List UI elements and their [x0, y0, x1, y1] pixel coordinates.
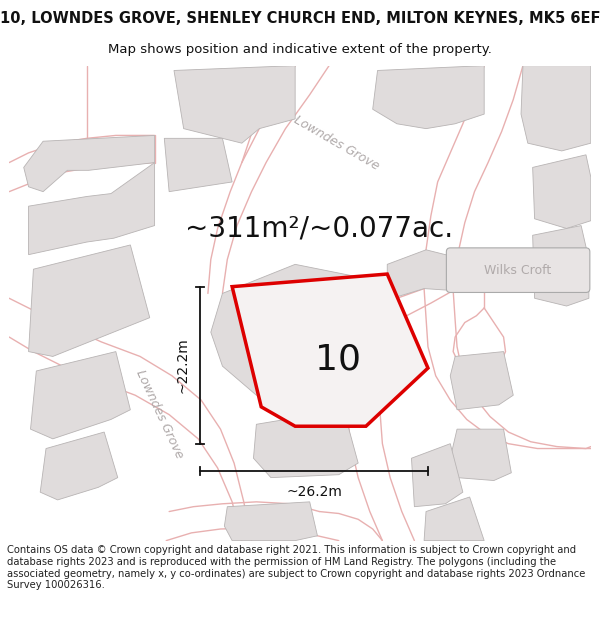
Polygon shape	[450, 352, 513, 410]
Text: ~311m²/~0.077ac.: ~311m²/~0.077ac.	[185, 214, 454, 243]
Text: 10: 10	[315, 343, 361, 377]
Polygon shape	[224, 502, 317, 541]
Polygon shape	[174, 66, 295, 143]
FancyBboxPatch shape	[446, 248, 590, 292]
Text: Lowndes Grove: Lowndes Grove	[292, 114, 382, 173]
Text: ~26.2m: ~26.2m	[286, 485, 342, 499]
Polygon shape	[521, 66, 591, 151]
Polygon shape	[29, 245, 150, 356]
Text: Map shows position and indicative extent of the property.: Map shows position and indicative extent…	[108, 42, 492, 56]
Polygon shape	[211, 264, 387, 410]
Polygon shape	[164, 138, 232, 192]
Polygon shape	[412, 444, 463, 507]
Polygon shape	[40, 432, 118, 500]
Polygon shape	[29, 162, 155, 254]
Polygon shape	[533, 155, 591, 229]
Polygon shape	[31, 352, 130, 439]
Text: Wilks Croft: Wilks Croft	[484, 264, 552, 277]
Polygon shape	[387, 250, 457, 298]
Text: Contains OS data © Crown copyright and database right 2021. This information is : Contains OS data © Crown copyright and d…	[7, 545, 586, 590]
Polygon shape	[253, 410, 358, 478]
Polygon shape	[373, 66, 484, 129]
Polygon shape	[424, 497, 484, 541]
Polygon shape	[232, 274, 428, 426]
Text: Lowndes Grove: Lowndes Grove	[133, 368, 185, 461]
Polygon shape	[450, 429, 511, 481]
Polygon shape	[24, 136, 155, 192]
Text: 10, LOWNDES GROVE, SHENLEY CHURCH END, MILTON KEYNES, MK5 6EF: 10, LOWNDES GROVE, SHENLEY CHURCH END, M…	[0, 11, 600, 26]
Text: ~22.2m: ~22.2m	[176, 338, 190, 393]
Polygon shape	[533, 226, 589, 306]
